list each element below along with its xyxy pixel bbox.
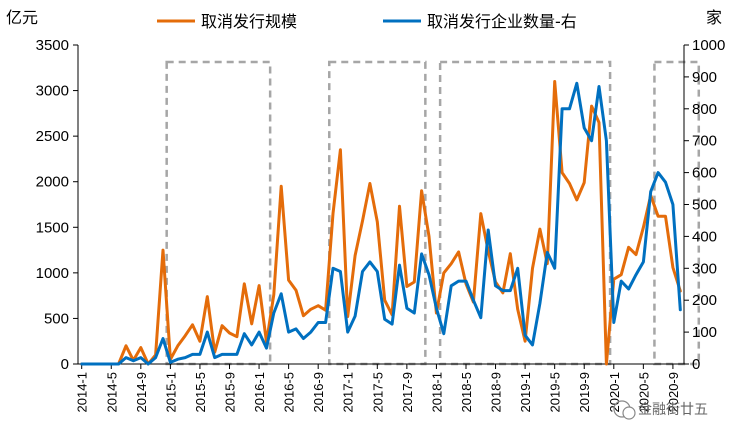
highlight-box-3 — [438, 60, 612, 366]
right-tick-label: 600 — [692, 165, 717, 182]
right-tick-label: 900 — [692, 69, 717, 86]
x-tick-label: 2014-5 — [104, 372, 119, 412]
left-axis-unit: 亿元 — [6, 8, 38, 27]
x-tick-label: 2016-5 — [282, 372, 297, 412]
right-tick-label: 1000 — [692, 37, 725, 54]
right-tick-label: 400 — [692, 228, 717, 245]
x-tick-label: 2018-5 — [459, 372, 474, 412]
right-tick-label: 500 — [692, 197, 717, 214]
series-line-cancel-count — [80, 81, 682, 366]
legend: 取消发行规模 取消发行企业数量-右 — [157, 12, 577, 31]
series-lines — [80, 80, 682, 366]
right-tick-label: 300 — [692, 260, 717, 277]
x-tick-label: 2020-5 — [636, 372, 651, 412]
x-tick-label: 2016-9 — [311, 372, 326, 412]
legend-label-count: 取消发行企业数量-右 — [427, 12, 577, 31]
x-tick-label: 2015-5 — [193, 372, 208, 412]
left-tick-label: 1500 — [36, 219, 69, 236]
x-tick-label: 2017-5 — [370, 372, 385, 412]
left-tick-label: 500 — [44, 310, 69, 327]
highlight-box-4 — [653, 60, 701, 366]
x-tick-label: 2015-1 — [163, 372, 178, 412]
right-tick-label: 100 — [692, 324, 717, 341]
x-tick-label: 2020-9 — [666, 372, 681, 412]
highlight-box-1 — [165, 60, 272, 366]
series-line-cancel-scale — [80, 80, 682, 366]
x-tick-label: 2017-9 — [400, 372, 415, 412]
x-tick-label: 2014-9 — [134, 372, 149, 412]
x-tick-label: 2016-1 — [252, 372, 267, 412]
right-tick-label: 700 — [692, 133, 717, 150]
left-tick-label: 3500 — [36, 37, 69, 54]
x-tick-label: 2017-1 — [341, 372, 356, 412]
wechat-icon-bubble — [622, 406, 636, 420]
x-tick-label: 2019-1 — [518, 372, 533, 412]
highlight-boxes — [165, 60, 701, 366]
x-tick-label: 2014-1 — [75, 372, 90, 412]
left-tick-label: 2000 — [36, 174, 69, 191]
axes: 0 500 1000 1500 2000 2500 3000 3500 0 100 200 300 40… — [36, 37, 726, 412]
left-tick-label: 0 — [61, 356, 69, 373]
watermark-text: 金融街廿五 — [638, 402, 708, 418]
x-tick-label: 2018-9 — [489, 372, 504, 412]
right-tick-label: 800 — [692, 101, 717, 118]
x-tick-label: 2015-9 — [223, 372, 238, 412]
left-tick-label: 2500 — [36, 128, 69, 145]
legend-label-scale: 取消发行规模 — [201, 12, 297, 31]
left-tick-label: 1000 — [36, 265, 69, 282]
x-tick-label: 2019-5 — [548, 372, 563, 412]
x-tick-label: 2019-9 — [577, 372, 592, 412]
x-tick-label: 2018-1 — [429, 372, 444, 412]
right-tick-label: 200 — [692, 292, 717, 309]
right-tick-label: 0 — [692, 356, 700, 373]
left-tick-label: 3000 — [36, 83, 69, 100]
watermark: 金融街廿五 — [613, 400, 708, 420]
right-axis-unit: 家 — [706, 8, 722, 27]
